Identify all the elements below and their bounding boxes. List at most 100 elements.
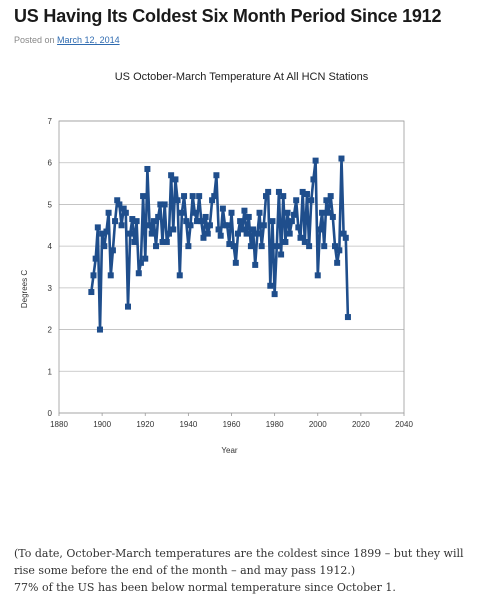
x-tick-label: 2040 (395, 420, 413, 429)
data-point (278, 251, 285, 258)
note-paragraph-2: 77% of the US has been below normal temp… (14, 581, 396, 594)
data-point (286, 230, 293, 237)
data-point (105, 209, 112, 216)
data-point (288, 218, 295, 225)
data-point (301, 238, 308, 245)
data-point (260, 222, 267, 229)
data-point (319, 209, 326, 216)
data-point (273, 243, 280, 250)
data-point (198, 218, 205, 225)
data-point (133, 218, 140, 225)
data-point (140, 193, 147, 200)
data-point (131, 238, 138, 245)
data-point (252, 261, 259, 268)
data-point (189, 193, 196, 200)
data-point (150, 218, 157, 225)
x-tick-label: 1960 (223, 420, 241, 429)
data-point (254, 230, 261, 237)
data-point (120, 205, 127, 212)
data-point (230, 243, 237, 250)
data-point (342, 234, 349, 241)
temperature-chart: US October-March Temperature At All HCN … (0, 60, 498, 480)
x-tick-label: 1940 (179, 420, 197, 429)
data-point (99, 230, 106, 237)
data-point (125, 303, 131, 310)
data-point (183, 218, 190, 225)
y-tick-label: 1 (48, 367, 53, 376)
data-point (323, 197, 330, 204)
data-point (161, 201, 168, 208)
chart-title: US October-March Temperature At All HCN … (115, 71, 369, 83)
data-point (92, 255, 99, 262)
x-tick-label: 1920 (136, 420, 154, 429)
data-point (213, 172, 220, 179)
data-point (308, 197, 315, 204)
posted-on-label: Posted on (14, 35, 55, 45)
data-point (127, 230, 134, 237)
data-point (137, 259, 144, 266)
data-point (336, 247, 343, 254)
data-point (338, 155, 345, 162)
data-point (165, 230, 172, 237)
data-point (234, 230, 241, 237)
data-point (250, 226, 257, 233)
data-point (187, 222, 194, 229)
data-point (200, 234, 207, 241)
data-point (291, 211, 298, 218)
data-point (280, 193, 287, 200)
data-point (170, 226, 177, 233)
y-axis-label: Degrees C (20, 270, 29, 308)
y-tick-label: 0 (48, 409, 53, 418)
y-tick-label: 7 (48, 117, 53, 126)
x-tick-label: 1880 (50, 420, 68, 429)
data-point (211, 193, 218, 200)
data-point (129, 216, 136, 223)
y-tick-label: 3 (48, 284, 53, 293)
data-point (332, 243, 338, 250)
chart-svg: US October-March Temperature At All HCN … (20, 71, 413, 455)
data-point (191, 209, 198, 216)
data-point (228, 209, 235, 216)
data-point (103, 228, 110, 235)
data-point (321, 243, 328, 250)
data-point (181, 193, 188, 200)
data-point (206, 222, 213, 229)
x-tick-label: 2020 (352, 420, 370, 429)
data-point (202, 213, 209, 220)
data-point (334, 259, 341, 266)
data-point (178, 209, 185, 216)
data-point (118, 222, 125, 229)
data-point (316, 226, 323, 233)
x-axis-label: Year (221, 446, 238, 455)
data-point (314, 272, 321, 279)
data-point (224, 222, 231, 229)
data-point (142, 255, 149, 262)
data-point (88, 289, 95, 296)
data-point (176, 272, 183, 279)
data-point (297, 234, 304, 241)
data-point (284, 209, 291, 216)
data-point (245, 213, 252, 220)
post-date-link[interactable]: March 12, 2014 (57, 35, 120, 45)
data-point (275, 188, 282, 195)
data-point (241, 207, 248, 214)
data-point (219, 205, 226, 212)
data-point (116, 201, 123, 208)
y-tick-label: 4 (48, 242, 53, 251)
data-point (148, 230, 155, 237)
data-point (303, 191, 310, 197)
data-point (299, 188, 306, 195)
data-point (282, 238, 289, 245)
data-point (340, 230, 347, 237)
data-point (237, 218, 244, 225)
data-point (153, 243, 160, 250)
y-tick-label: 2 (48, 326, 53, 335)
data-point (157, 201, 164, 208)
note-paragraph-1: (To date, October-March temperatures are… (14, 547, 464, 577)
data-point (312, 157, 319, 164)
data-point (243, 230, 250, 237)
data-point (196, 193, 203, 200)
data-point (217, 232, 224, 239)
data-point (263, 193, 269, 200)
data-point (269, 218, 276, 225)
